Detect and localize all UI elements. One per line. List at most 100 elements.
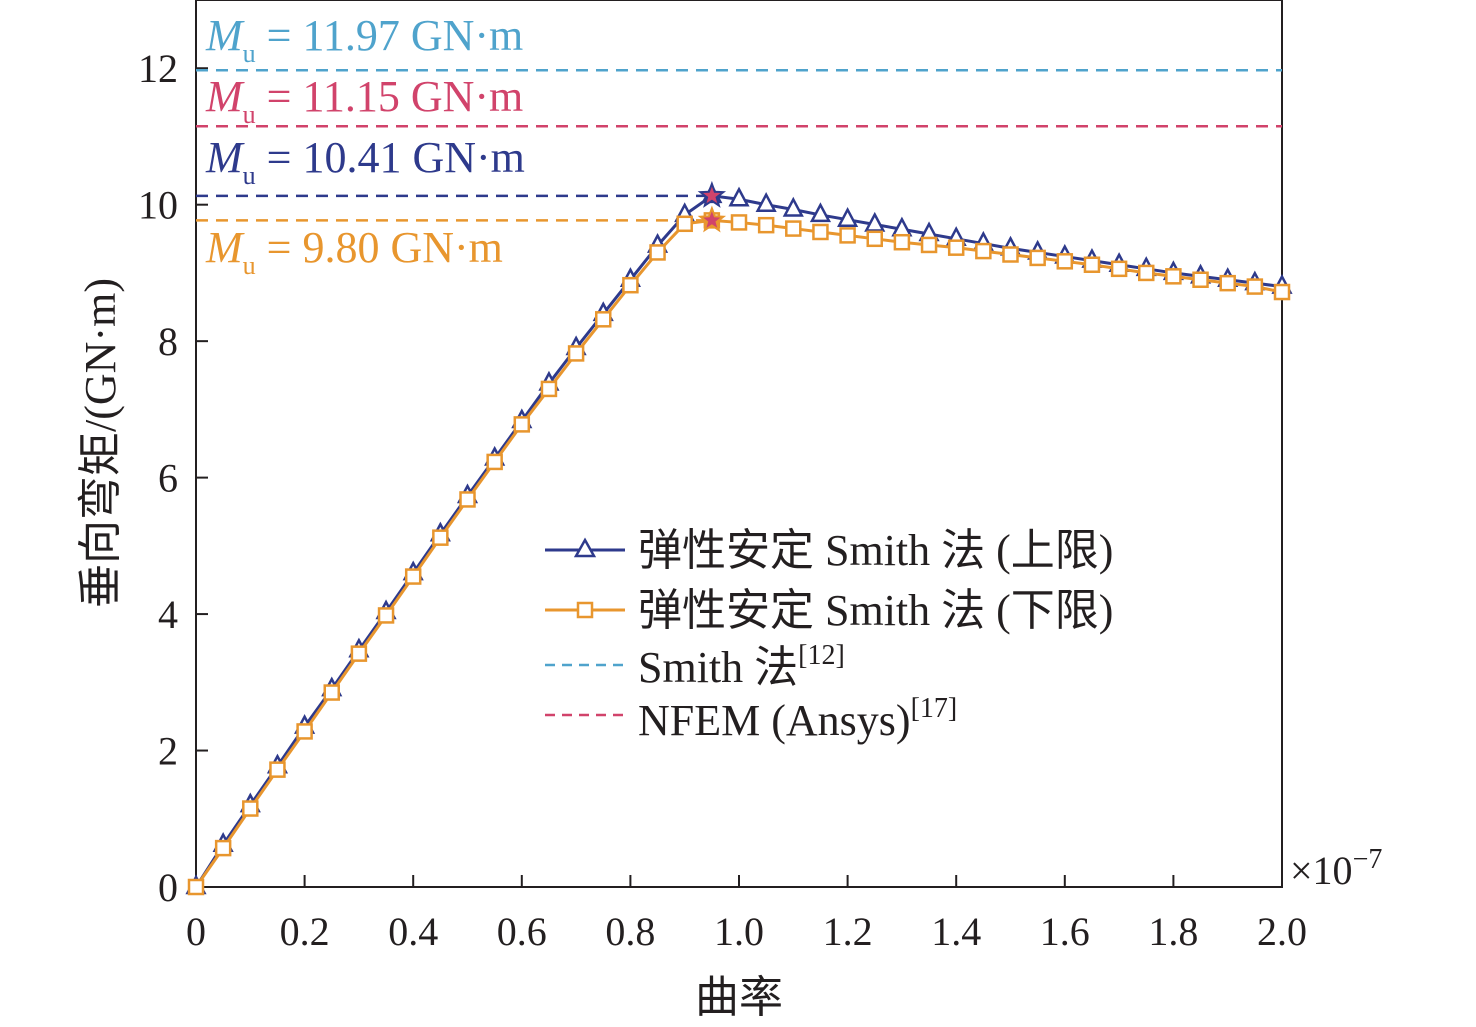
series-1-point: [1246, 278, 1264, 295]
series-1-point: [486, 453, 503, 471]
series-1-point: [649, 244, 666, 261]
mu-annotation: Mu = 10.41 GN·m: [205, 133, 525, 190]
y-tick-label: 0: [158, 865, 178, 910]
legend-label-smith-text: Smith 法: [638, 643, 798, 692]
x-multiplier-exponent: −7: [1353, 844, 1383, 875]
x-multiplier-base: ×10: [1290, 848, 1353, 893]
annotations: Mu = 11.97 GN·mMu = 11.15 GN·mMu = 10.41…: [205, 11, 525, 280]
x-tick-label: 0: [186, 909, 206, 954]
x-tick-label: 1.8: [1148, 909, 1198, 954]
series-1-point: [1138, 264, 1155, 282]
x-multiplier: ×10−7: [1290, 844, 1382, 893]
y-tick-label: 6: [158, 456, 178, 501]
x-tick-label: 0.6: [497, 909, 547, 954]
y-tick-label: 12: [138, 46, 178, 91]
mu-symbol: M: [205, 133, 245, 182]
legend-entry-nfem: NFEM (Ansys)[17]: [545, 693, 957, 745]
x-axis-label: 曲率: [695, 973, 783, 1022]
series-1-point: [1219, 274, 1236, 292]
series-1-point: [839, 227, 856, 244]
reference-lines: [196, 69, 1282, 222]
y-tick-label: 10: [138, 183, 178, 228]
series-1-point: [730, 214, 748, 231]
series-0-point: [755, 192, 777, 212]
series-1-point: [269, 761, 286, 778]
series-1-point: [785, 220, 802, 237]
mu-subscript: u: [243, 39, 256, 68]
series-1-point: [866, 230, 883, 248]
mu-symbol: M: [205, 223, 245, 272]
series-1-point: [1110, 260, 1128, 278]
legend-entry-upper: 弹性安定 Smith 法 (上限): [545, 526, 1113, 575]
series-1-point: [622, 276, 639, 294]
series-1-point: [350, 645, 368, 662]
y-axis-label: 垂向弯矩/(GN·m): [76, 278, 125, 608]
mu-value: = 11.15 GN·m: [256, 72, 524, 121]
x-tick-label: 1.4: [931, 909, 981, 954]
series-0-point: [809, 202, 832, 223]
series-1-point: [296, 723, 313, 740]
series-1-point: [676, 215, 693, 233]
mu-value: = 11.97 GN·m: [256, 11, 524, 60]
x-tick-label: 1.0: [714, 909, 764, 954]
y-tick-label: 4: [158, 592, 178, 637]
series-1-point: [920, 236, 938, 254]
x-tick-label: 2.0: [1257, 909, 1307, 954]
series-1-point: [1056, 253, 1074, 270]
series-1-point: [1165, 268, 1182, 285]
mu-annotation: Mu = 9.80 GN·m: [205, 223, 503, 280]
series-0-point: [864, 211, 886, 232]
series-1-point: [893, 233, 911, 251]
series-1-point: [567, 345, 585, 362]
series-1-point: [404, 568, 422, 585]
mu-symbol: M: [205, 72, 245, 121]
series-1-point: [242, 800, 259, 817]
legend-label-nfem-text: NFEM (Ansys): [638, 696, 911, 745]
series-1-point: [1083, 256, 1101, 273]
mu-subscript: u: [243, 161, 256, 190]
series-1-point: [1273, 283, 1291, 301]
legend-entry-lower: 弹性安定 Smith 法 (下限): [545, 586, 1113, 635]
series-1-point: [757, 216, 775, 234]
mu-value: = 9.80 GN·m: [256, 223, 503, 272]
series-layer: [185, 183, 1293, 896]
series-1-point: [513, 416, 531, 433]
series-1-point: [1002, 246, 1019, 263]
legend-label-lower: 弹性安定 Smith 法 (下限): [638, 586, 1113, 635]
legend-square-icon: [576, 601, 594, 619]
series-0-point: [837, 207, 859, 227]
legend-label-smith-ref: [12]: [798, 640, 845, 671]
x-tick-label: 0.8: [605, 909, 655, 954]
mu-annotation: Mu = 11.97 GN·m: [205, 11, 523, 68]
series-1-point: [1192, 271, 1209, 288]
mu-subscript: u: [243, 251, 256, 280]
series-1-point: [540, 380, 558, 398]
mu-annotation: Mu = 11.15 GN·m: [205, 72, 523, 129]
series-1-point: [1029, 249, 1046, 267]
y-axis: 0 2 4 6 8 10 12: [138, 46, 208, 910]
x-axis: 0 0.2 0.4 0.6 0.8 1.0 1.2 1.4 1.6 1.8 2.0: [186, 875, 1307, 954]
series-0-point: [782, 196, 804, 217]
legend: 弹性安定 Smith 法 (上限) 弹性安定 Smith 法 (下限) Smit…: [545, 526, 1113, 745]
legend-label-nfem: NFEM (Ansys)[17]: [638, 693, 957, 745]
series-1-point: [459, 491, 476, 508]
legend-label-upper: 弹性安定 Smith 法 (上限): [638, 526, 1113, 575]
series-1-point: [187, 878, 205, 896]
legend-triangle-icon: [573, 537, 597, 558]
series-0-point: [728, 186, 750, 207]
series-1-point: [432, 529, 449, 546]
peak-star-icon: [697, 205, 727, 233]
y-tick-label: 8: [158, 319, 178, 364]
peak-star-icon: [697, 180, 727, 208]
x-tick-label: 1.6: [1040, 909, 1090, 954]
legend-label-nfem-ref: [17]: [911, 693, 958, 724]
x-tick-label: 0.4: [388, 909, 438, 954]
legend-entry-smith: Smith 法[12]: [545, 640, 845, 692]
series-1-point: [595, 311, 612, 328]
series-1-point: [377, 607, 395, 624]
y-tick-label: 2: [158, 729, 178, 774]
x-tick-label: 0.2: [280, 909, 330, 954]
series-1-point: [812, 223, 829, 241]
series-1-point: [214, 839, 232, 857]
